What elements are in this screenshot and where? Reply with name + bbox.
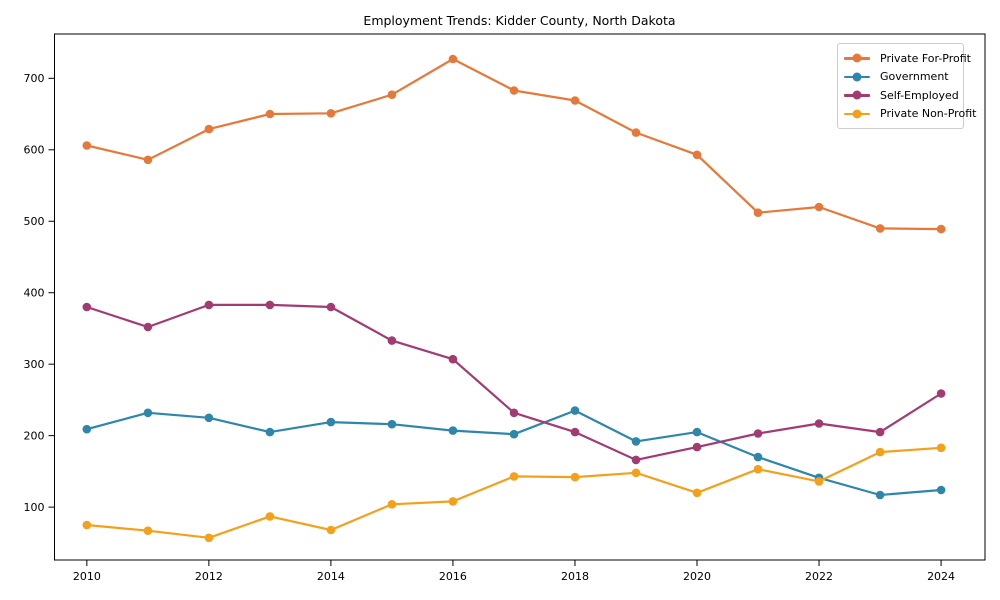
data-point-marker	[814, 419, 824, 428]
data-point-marker	[387, 336, 397, 345]
data-point-marker	[509, 429, 519, 439]
x-tick-label: 2024	[927, 570, 955, 583]
data-point-marker	[265, 427, 275, 437]
legend-item: Private Non-Profit	[844, 105, 976, 123]
data-point-marker	[204, 300, 214, 310]
data-point-marker	[814, 477, 824, 486]
data-point-marker	[82, 520, 92, 530]
data-point-marker	[753, 452, 763, 462]
data-point-marker	[570, 472, 580, 482]
data-point-marker	[509, 408, 519, 418]
y-tick-label: 300	[24, 358, 45, 371]
y-tick-label: 600	[24, 144, 45, 157]
x-tick-label: 2020	[683, 570, 711, 583]
data-point-marker	[204, 533, 214, 543]
legend-item: Private For-Profit	[844, 49, 971, 67]
line-marker-swatch-icon	[844, 53, 870, 64]
x-tick-label: 2022	[805, 570, 833, 583]
data-point-marker	[875, 224, 885, 233]
legend: Private For-Profit Government Self-Emplo…	[837, 43, 976, 129]
data-point-marker	[265, 109, 275, 119]
data-point-marker	[387, 419, 397, 429]
chart-title: Employment Trends: Kidder County, North …	[363, 13, 676, 28]
line-marker-swatch-icon	[844, 71, 870, 82]
data-point-marker	[570, 96, 580, 105]
legend-label: Self-Employed	[880, 88, 959, 102]
data-point-marker	[631, 468, 641, 478]
series-private-for-profit	[82, 54, 946, 234]
series-line	[85, 446, 943, 539]
data-point-marker	[936, 485, 946, 495]
data-point-marker	[204, 124, 214, 134]
data-point-marker	[82, 141, 92, 150]
series-self-employed	[82, 300, 946, 465]
legend-item: Self-Employed	[844, 86, 959, 104]
legend-label: Private Non-Profit	[880, 107, 977, 121]
legend-label: Private For-Profit	[880, 51, 971, 65]
data-point-marker	[936, 224, 946, 234]
y-tick-label: 700	[24, 72, 45, 85]
data-point-marker	[326, 525, 336, 535]
data-point-marker	[875, 447, 885, 457]
data-point-marker	[936, 389, 946, 398]
data-point-marker	[387, 500, 397, 509]
data-point-marker	[570, 427, 580, 437]
data-point-marker	[326, 109, 336, 118]
data-point-marker	[448, 354, 458, 364]
x-tick-label: 2016	[439, 570, 467, 583]
data-point-marker	[143, 408, 153, 418]
data-point-marker	[448, 426, 458, 435]
data-point-marker	[326, 302, 336, 312]
data-point-marker	[509, 472, 519, 481]
data-point-marker	[692, 427, 702, 437]
data-point-marker	[143, 155, 153, 165]
data-point-marker	[692, 488, 702, 498]
data-point-marker	[875, 490, 885, 500]
series-private-non-profit	[82, 443, 946, 543]
data-point-marker	[387, 90, 397, 99]
data-point-marker	[875, 427, 885, 437]
data-point-marker	[265, 512, 275, 521]
x-tick-label: 2014	[317, 570, 345, 583]
data-point-marker	[692, 442, 702, 452]
line-marker-swatch-icon	[844, 90, 870, 101]
plot-border	[54, 33, 986, 561]
y-tick-label: 100	[24, 501, 45, 514]
legend-item: Government	[844, 68, 957, 86]
data-point-marker	[753, 208, 763, 217]
data-point-marker	[82, 302, 92, 312]
data-point-marker	[631, 455, 641, 465]
data-point-marker	[448, 497, 458, 506]
data-point-marker	[631, 128, 641, 137]
data-point-marker	[936, 443, 946, 453]
x-tick-label: 2012	[195, 570, 223, 583]
x-tick-label: 2018	[561, 570, 589, 583]
series-government	[82, 406, 946, 500]
data-point-marker	[265, 300, 275, 310]
data-point-marker	[82, 424, 92, 434]
y-tick-label: 200	[24, 429, 45, 442]
data-point-marker	[143, 322, 153, 332]
data-point-marker	[570, 406, 580, 415]
y-tick-label: 400	[24, 287, 45, 300]
data-point-marker	[509, 86, 519, 95]
series-line	[85, 57, 943, 231]
data-point-marker	[753, 464, 763, 474]
legend-label: Government	[880, 70, 949, 84]
data-point-marker	[448, 54, 458, 64]
data-point-marker	[753, 429, 763, 438]
y-tick-label: 500	[24, 215, 45, 228]
x-tick-label: 2010	[73, 570, 101, 583]
data-point-marker	[204, 413, 214, 423]
data-point-marker	[814, 202, 824, 212]
data-point-marker	[143, 526, 153, 535]
series-line	[85, 409, 943, 497]
line-marker-swatch-icon	[844, 108, 870, 119]
data-point-marker	[692, 150, 702, 160]
data-point-marker	[631, 437, 641, 446]
data-point-marker	[326, 417, 336, 427]
